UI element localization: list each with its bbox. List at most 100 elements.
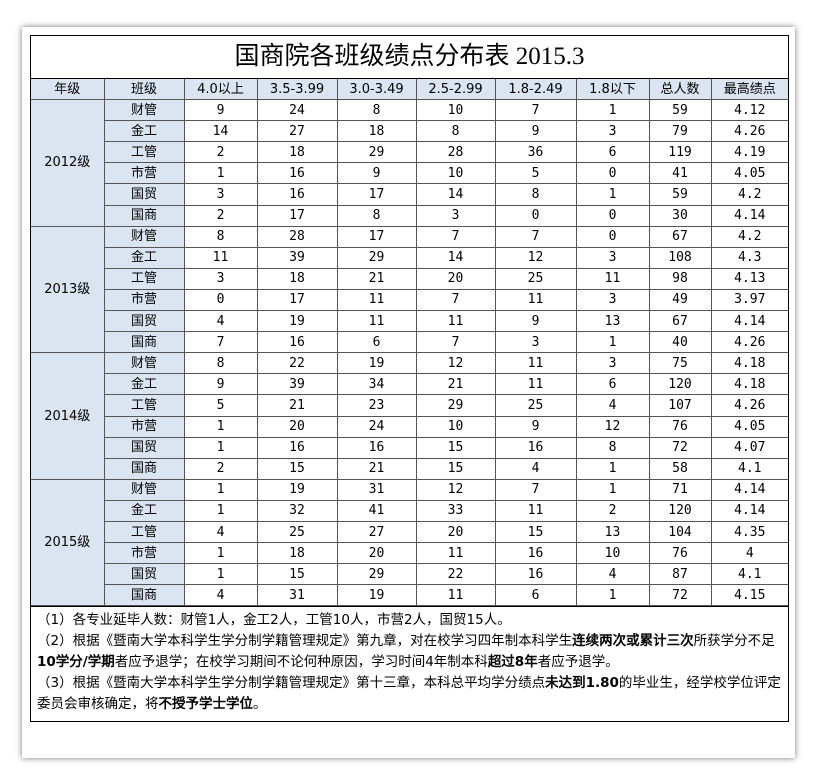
value-cell: 11 [336, 310, 417, 333]
data-row: 2012级 财管 9 24 8 10 7 1 59 4.12 [31, 99, 788, 227]
value-cell: 3 [183, 183, 258, 206]
value-cell: 7 [415, 331, 496, 354]
note-text: 所获学分不足 [693, 633, 775, 650]
value-cell: 10 [415, 415, 496, 438]
grade-cell: 2012级 [31, 99, 105, 227]
value-cell: 4.2 [710, 225, 788, 248]
value-cell: 0 [575, 204, 650, 227]
value-cell: 75 [648, 352, 712, 375]
note-emphasis: 连续两次或累计三次 [572, 633, 694, 650]
data-row: 国贸 1 16 16 15 16 8 72 4.07 [31, 436, 788, 459]
data-row: 金工 9 39 34 21 11 6 120 4.18 [31, 373, 788, 396]
value-cell: 11 [494, 499, 577, 522]
note-text: 者应予退学；在校学习期间不论何种原因，学习时间4年制本科 [114, 654, 488, 671]
value-cell: 20 [336, 542, 417, 565]
header-cell: 3.5-3.99 [256, 79, 338, 101]
value-cell: 108 [648, 246, 712, 269]
data-row: 2014级 财管 8 22 19 12 11 3 75 4.18 [31, 352, 788, 480]
value-cell: 3 [575, 246, 650, 269]
value-cell: 41 [336, 499, 417, 522]
class-cell: 财管 [103, 352, 185, 375]
value-cell: 29 [336, 246, 417, 269]
value-cell: 11 [415, 584, 496, 607]
value-cell: 3 [575, 288, 650, 312]
data-row: 国贸 4 19 11 11 9 13 67 4.14 [31, 310, 788, 333]
class-cell: 市营 [104, 288, 185, 312]
value-cell: 25 [256, 520, 338, 544]
value-cell: 3 [575, 120, 650, 143]
value-cell: 11 [494, 352, 577, 375]
value-cell: 16 [336, 436, 417, 459]
value-cell: 4.05 [710, 415, 788, 438]
value-cell: 8 [415, 120, 496, 143]
class-cell: 财管 [103, 478, 185, 501]
header-cell: 总人数 [648, 79, 712, 101]
class-cell: 国商 [104, 204, 185, 227]
value-cell: 12 [415, 352, 496, 375]
value-cell: 21 [336, 457, 417, 480]
value-cell: 4.12 [710, 99, 788, 122]
class-cell: 金工 [104, 120, 185, 143]
data-row: 国商 2 15 21 15 4 1 58 4.1 [31, 457, 788, 480]
value-cell: 1 [183, 542, 258, 565]
value-cell: 31 [256, 584, 338, 607]
value-cell: 1 [183, 436, 258, 459]
value-cell: 27 [336, 520, 417, 544]
value-cell: 72 [648, 584, 712, 607]
value-cell: 19 [256, 478, 338, 501]
value-cell: 79 [648, 120, 712, 143]
value-cell: 21 [336, 267, 417, 290]
value-cell: 5 [494, 162, 577, 185]
header-cell: 3.0-3.49 [336, 79, 417, 101]
class-cell: 国贸 [104, 183, 185, 206]
value-cell: 40 [648, 331, 712, 354]
data-row: 工管 3 18 21 20 25 11 98 4.13 [31, 267, 788, 290]
value-cell: 32 [256, 499, 338, 522]
value-cell: 67 [648, 310, 712, 333]
value-cell: 4.15 [710, 584, 788, 607]
value-cell: 9 [494, 415, 577, 438]
class-cell: 财管 [103, 225, 185, 248]
value-cell: 18 [256, 542, 338, 565]
class-cell: 金工 [104, 499, 185, 522]
value-cell: 33 [415, 499, 496, 522]
value-cell: 19 [256, 310, 338, 333]
data-row: 金工 11 39 29 14 12 3 108 4.3 [31, 246, 788, 269]
value-cell: 30 [648, 204, 712, 227]
value-cell: 1 [575, 457, 650, 480]
value-cell: 0 [575, 225, 650, 248]
grade-table: 年级 班级 4.0以上 3.5-3.99 3.0-3.49 2.5-2.99 1.8-2.4… [31, 79, 788, 607]
value-cell: 27 [256, 120, 338, 143]
value-cell: 41 [648, 162, 712, 185]
value-cell: 3.97 [710, 288, 788, 312]
value-cell: 8 [336, 204, 417, 227]
data-row: 金工 1 32 41 33 11 2 120 4.14 [31, 499, 788, 522]
value-cell: 9 [183, 373, 258, 396]
note-emphasis: 不授予学士学位 [158, 696, 254, 713]
value-cell: 11 [575, 267, 650, 290]
class-cell: 工管 [104, 267, 185, 290]
value-cell: 4.26 [710, 331, 788, 354]
header-cell: 1.8以下 [575, 79, 650, 101]
value-cell: 19 [336, 352, 417, 375]
value-cell: 11 [183, 246, 258, 269]
data-row: 市营 1 20 24 10 9 12 76 4.05 [31, 415, 788, 438]
value-cell: 29 [415, 394, 496, 417]
value-cell: 18 [256, 141, 338, 164]
note-text: 。 [253, 696, 267, 713]
value-cell: 4 [710, 542, 788, 565]
class-cell: 金工 [104, 373, 185, 396]
class-cell: 市营 [104, 162, 185, 185]
value-cell: 12 [415, 478, 496, 501]
value-cell: 71 [648, 478, 712, 501]
value-cell: 11 [494, 373, 577, 396]
value-cell: 17 [336, 225, 417, 248]
value-cell: 4.19 [710, 141, 788, 164]
value-cell: 76 [648, 542, 712, 565]
value-cell: 7 [494, 478, 577, 501]
value-cell: 11 [494, 288, 577, 312]
class-cell: 国商 [104, 331, 185, 354]
value-cell: 15 [415, 457, 496, 480]
data-row: 2013级 财管 8 28 17 7 7 0 67 4.2 [31, 225, 788, 354]
